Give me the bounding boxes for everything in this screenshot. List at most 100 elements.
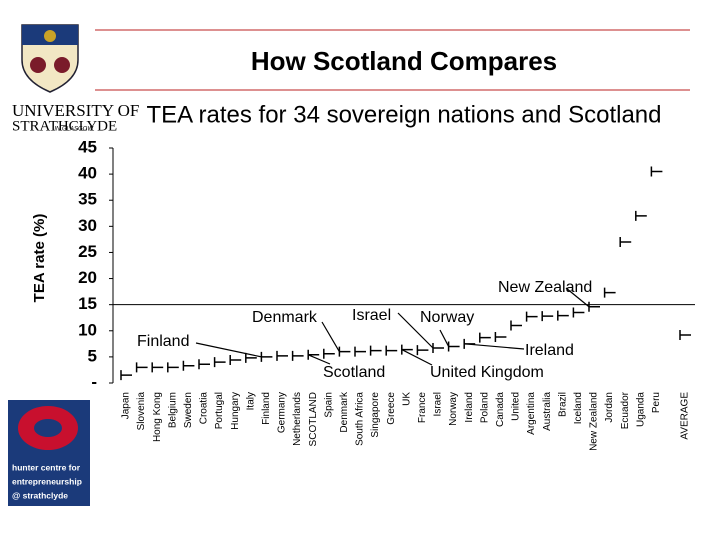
marker: [479, 332, 491, 343]
marker: [603, 287, 616, 298]
y-tick-label: 35: [78, 190, 97, 209]
marker: [541, 311, 554, 322]
university-label: UNIVERSITY OF: [12, 101, 139, 120]
x-tick-label: Canada: [495, 392, 506, 427]
marker: [151, 362, 164, 373]
annotation: Ireland: [525, 342, 574, 359]
x-tick-label: AVERAGE: [680, 392, 691, 440]
marker: [572, 307, 585, 318]
x-tick-label: Israel: [433, 392, 444, 416]
centre-line: entrepreneurship: [12, 476, 82, 486]
x-tick-label: Sweden: [183, 392, 194, 428]
annotation: United Kingdom: [430, 364, 544, 381]
marker: [432, 343, 444, 354]
marker: [369, 345, 382, 356]
x-tick-label: Singapore: [370, 392, 381, 438]
x-tick-label: Uganda: [635, 392, 646, 427]
y-tick-label: 45: [78, 137, 97, 156]
annotation: Norway: [420, 309, 474, 326]
marker: [213, 357, 226, 368]
marker: [510, 320, 522, 331]
y-axis-label: TEA rate (%): [31, 214, 48, 303]
x-tick-label: Ireland: [464, 392, 475, 423]
x-tick-label: Argentina: [526, 392, 537, 435]
y-tick-label: 30: [78, 216, 97, 235]
x-tick-label: Poland: [479, 392, 490, 423]
x-tick-label: Netherlands: [292, 392, 303, 446]
marker: [385, 345, 398, 356]
crest: [21, 24, 79, 93]
marker: [167, 362, 179, 373]
annotation-arrow: [439, 329, 450, 347]
marker: [260, 351, 273, 362]
annotation-arrow: [307, 354, 331, 365]
x-tick-label: Denmark: [339, 391, 350, 433]
x-tick-label: Greece: [386, 392, 397, 425]
marker: [135, 362, 148, 373]
university-city: IN GLASGOW: [54, 127, 94, 133]
marker: [635, 210, 647, 221]
x-tick-label: Croatia: [199, 392, 210, 425]
marker: [679, 329, 691, 340]
marker: [650, 166, 663, 177]
marker: [182, 360, 195, 371]
x-tick-label: Germany: [277, 392, 288, 433]
annotation: Finland: [137, 333, 189, 350]
chart-title: How Scotland Compares: [251, 46, 557, 76]
x-tick-label: UK: [401, 392, 412, 406]
marker: [619, 237, 632, 247]
x-tick-label: United: [511, 392, 522, 421]
annotation: Scotland: [323, 364, 385, 381]
marker: [120, 370, 132, 381]
centre-line: hunter centre for: [12, 462, 81, 472]
x-tick-label: South Africa: [355, 392, 366, 446]
y-tick-label: 10: [78, 320, 97, 339]
centre-line: @ strathclyde: [12, 490, 68, 500]
y-tick-label: 40: [78, 164, 97, 183]
marker: [291, 350, 304, 361]
annotation: Denmark: [252, 309, 318, 326]
chart-subtitle: TEA rates for 34 sovereign nations and S…: [147, 101, 662, 128]
x-tick-label: Japan: [121, 392, 132, 419]
x-tick-label: Spain: [323, 392, 334, 418]
marker: [276, 350, 288, 361]
annotation-arrow: [195, 342, 262, 358]
annotation: New Zealand: [498, 279, 592, 296]
marker: [354, 346, 366, 357]
annotation-arrow: [401, 349, 433, 366]
centre-logo: [8, 400, 90, 506]
x-tick-label: Slovenia: [136, 392, 147, 431]
x-tick-label: Ecuador: [620, 391, 631, 429]
marker: [229, 355, 242, 366]
x-tick-label: Norway: [448, 392, 459, 426]
x-tick-label: Italy: [245, 392, 256, 410]
x-tick-label: Hong Kong: [152, 392, 163, 442]
y-tick-label: 15: [78, 294, 97, 313]
annotation-arrow: [464, 343, 525, 350]
y-tick-label: 20: [78, 268, 97, 287]
y-tick-label: 25: [78, 242, 97, 261]
y-tick-label: 5: [88, 346, 97, 365]
marker: [588, 301, 600, 312]
annotation-arrow: [565, 287, 590, 308]
marker: [401, 344, 413, 355]
annotation: Israel: [352, 307, 391, 324]
marker: [416, 345, 429, 356]
marker: [525, 311, 538, 322]
x-tick-label: Brazil: [557, 392, 568, 417]
marker: [557, 310, 569, 321]
x-tick-label: New Zealand: [589, 392, 600, 451]
marker: [198, 359, 210, 370]
marker: [447, 341, 460, 352]
x-tick-label: Portugal: [214, 392, 225, 429]
y-tick-label: -: [91, 372, 97, 391]
marker: [338, 346, 351, 357]
x-tick-label: Australia: [542, 392, 553, 431]
annotation-arrow: [321, 321, 340, 352]
university-name: STRATHCLYDE: [12, 118, 117, 134]
x-tick-label: Hungary: [230, 392, 241, 430]
x-tick-label: Jordan: [604, 392, 615, 423]
marker: [494, 332, 507, 343]
x-tick-label: Belgium: [167, 392, 178, 428]
